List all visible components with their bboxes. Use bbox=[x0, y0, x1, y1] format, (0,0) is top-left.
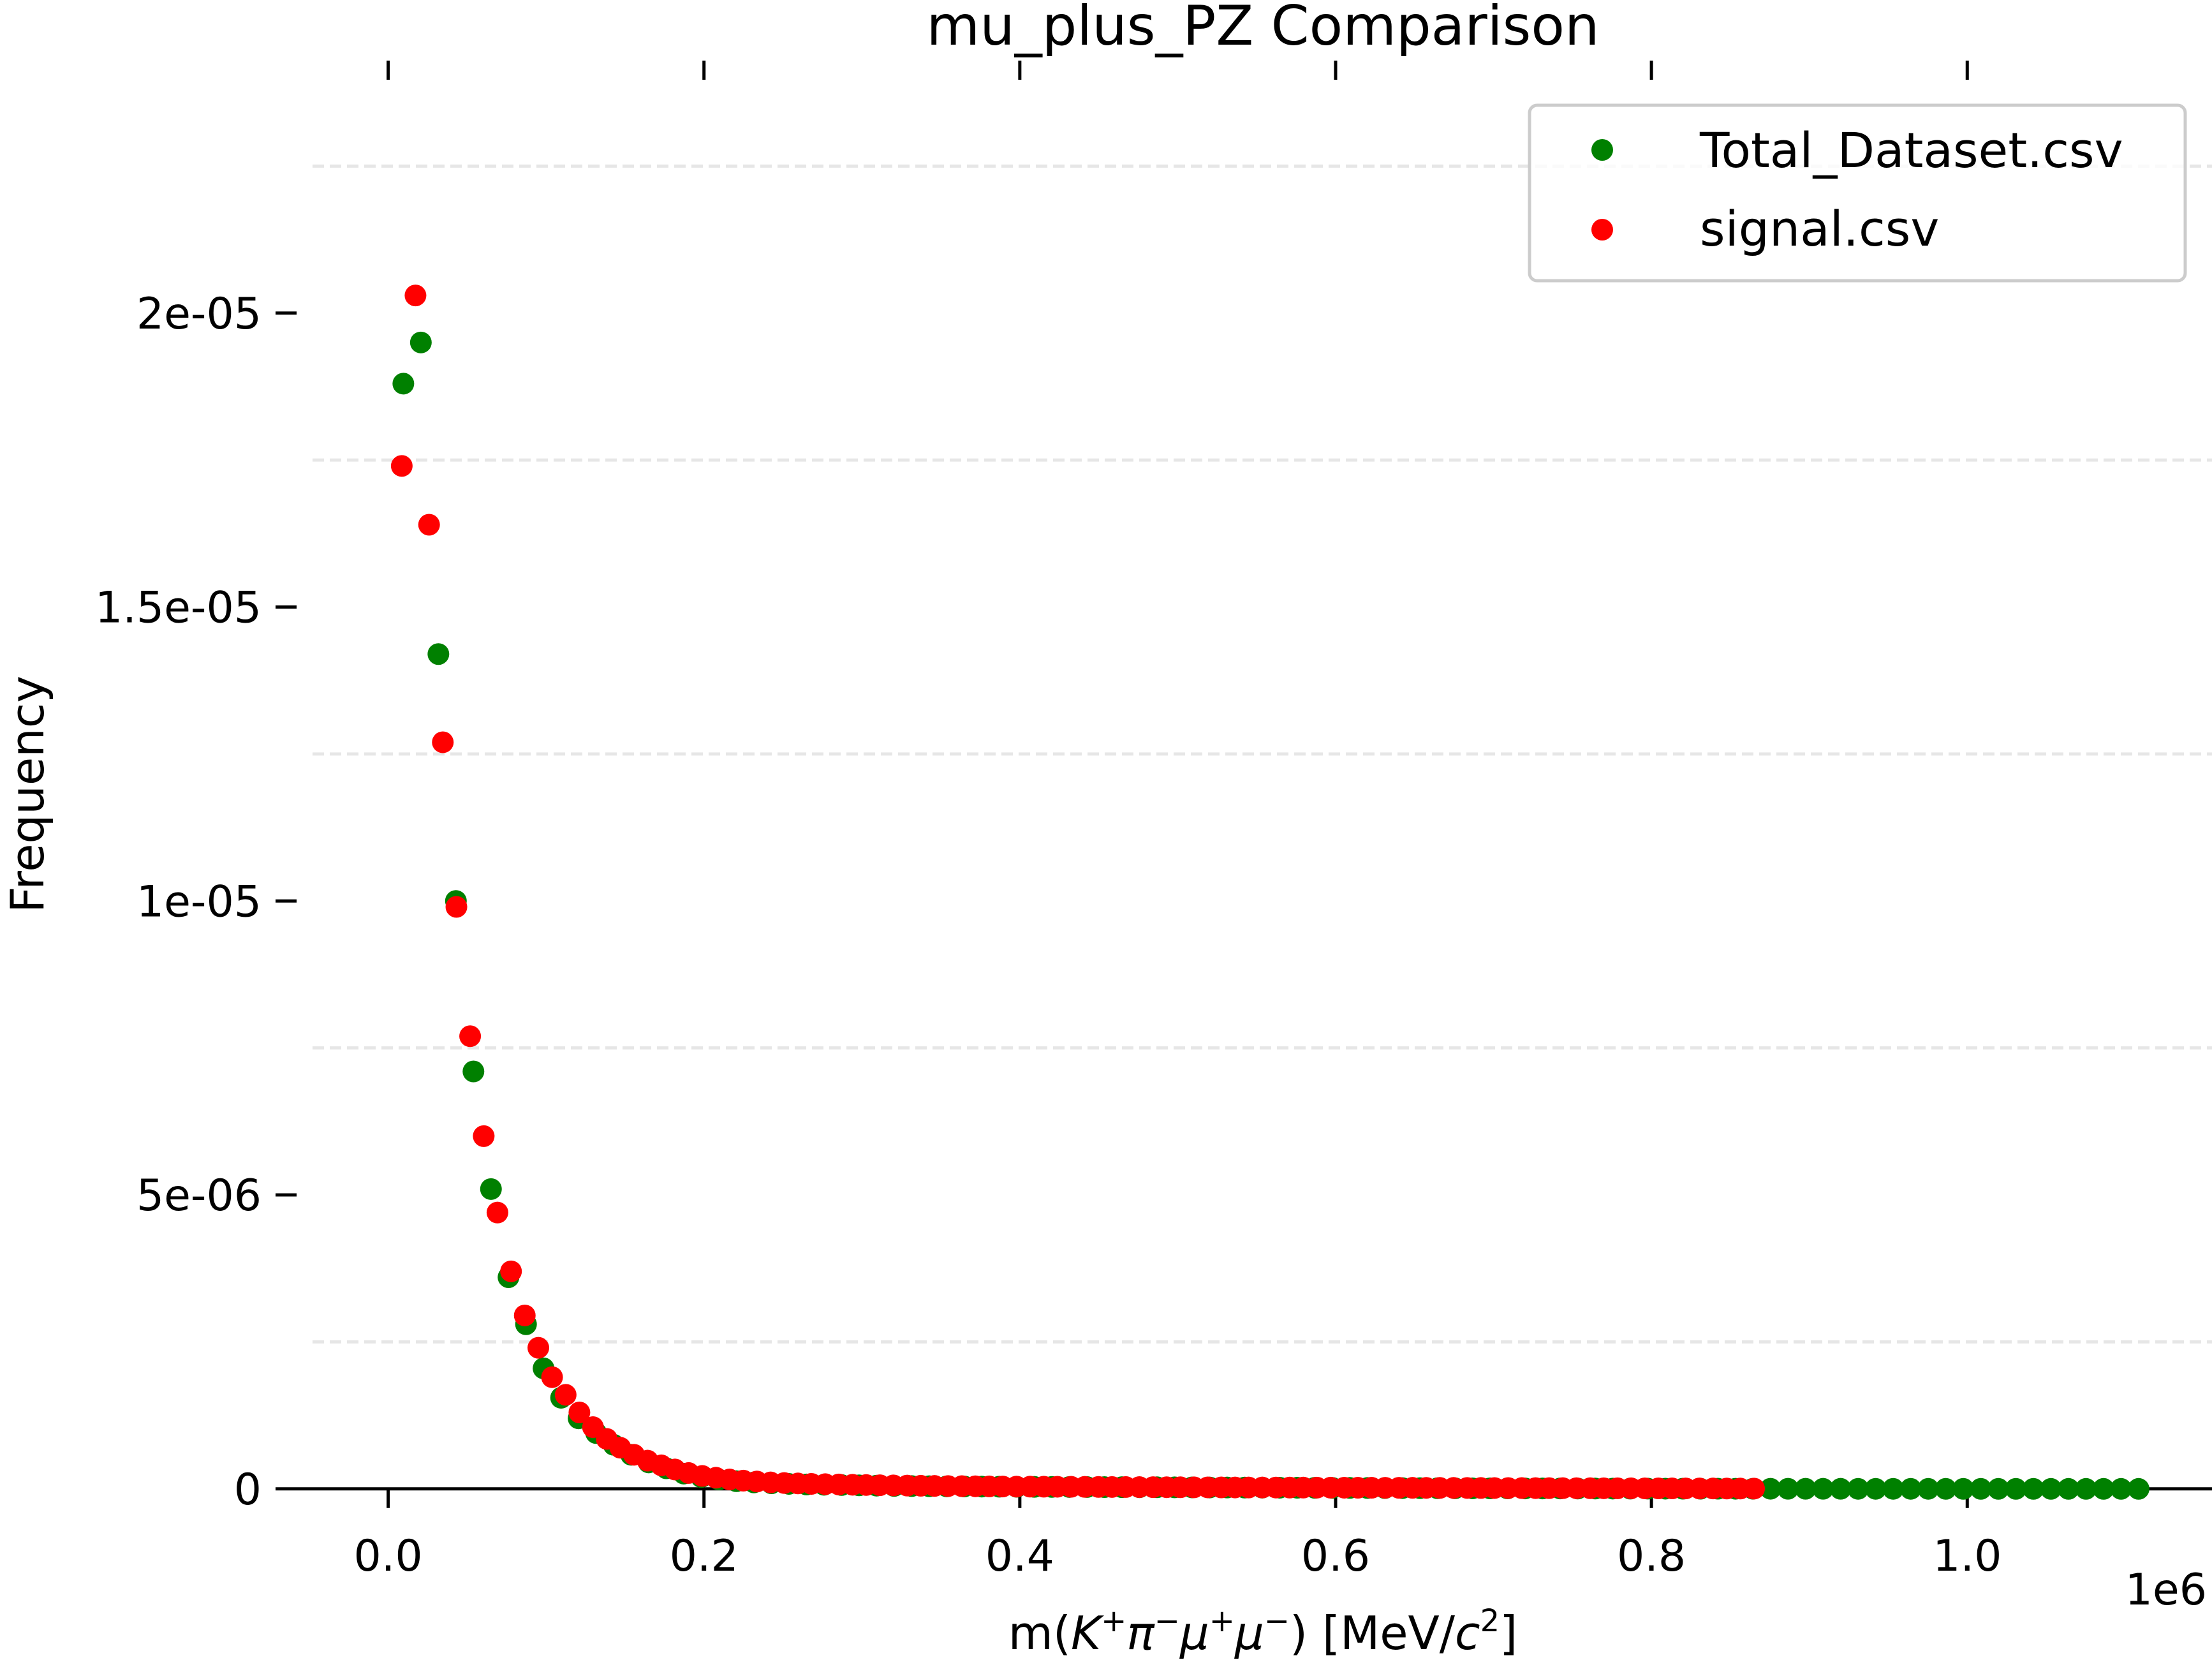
legend-box bbox=[1528, 103, 2187, 283]
data-point bbox=[462, 1060, 485, 1083]
series-1 bbox=[390, 285, 1766, 1500]
data-point bbox=[554, 1384, 577, 1406]
data-point bbox=[1847, 1478, 1869, 1500]
y-tick-label-3: 1.5e-05 bbox=[95, 583, 262, 633]
data-point bbox=[1829, 1478, 1852, 1500]
legend-marker-signal bbox=[1591, 219, 1613, 241]
data-point bbox=[486, 1201, 508, 1224]
data-point bbox=[480, 1178, 502, 1200]
data-point bbox=[1935, 1478, 1957, 1500]
data-point bbox=[473, 1125, 495, 1147]
x-tick-label-2: 0.4 bbox=[985, 1531, 1054, 1582]
y-axis-ticks: 0 5e-06 1e-05 1.5e-05 2e-05 bbox=[95, 289, 297, 1515]
data-point bbox=[1899, 1478, 1922, 1500]
x-tick-label-0: 0.0 bbox=[354, 1531, 423, 1582]
data-point bbox=[1987, 1478, 2010, 1500]
data-point bbox=[1794, 1478, 1817, 1500]
chart-title: mu_plus_PZ Comparison bbox=[926, 0, 1599, 58]
x-tick-label-3: 0.6 bbox=[1301, 1531, 1370, 1582]
y-axis-title: Frequency bbox=[1, 676, 54, 913]
data-point bbox=[392, 373, 415, 395]
data-point bbox=[1970, 1478, 1992, 1500]
data-point bbox=[1812, 1478, 1834, 1500]
data-point bbox=[1759, 1478, 1781, 1500]
y-tick-label-0: 0 bbox=[234, 1465, 262, 1515]
data-point bbox=[1777, 1478, 1799, 1500]
data-point bbox=[1952, 1478, 1975, 1500]
x-tick-label-4: 0.8 bbox=[1617, 1531, 1686, 1582]
data-point bbox=[1743, 1478, 1766, 1500]
data-point bbox=[527, 1337, 550, 1359]
data-points bbox=[390, 285, 2149, 1500]
x-tick-label-1: 0.2 bbox=[670, 1531, 739, 1582]
y-tick-label-2: 1e-05 bbox=[136, 877, 262, 927]
data-point bbox=[404, 285, 427, 307]
data-point bbox=[541, 1366, 563, 1388]
data-point bbox=[459, 1025, 482, 1048]
data-point bbox=[2075, 1478, 2097, 1500]
data-point bbox=[568, 1401, 591, 1423]
data-point bbox=[1882, 1478, 1905, 1500]
data-point bbox=[2023, 1478, 2045, 1500]
data-point bbox=[2005, 1478, 2027, 1500]
data-point bbox=[1864, 1478, 1887, 1500]
data-point bbox=[2057, 1478, 2079, 1500]
data-point bbox=[409, 331, 432, 353]
data-point bbox=[2127, 1478, 2149, 1500]
data-point bbox=[432, 731, 454, 753]
data-point bbox=[1917, 1478, 1940, 1500]
data-point bbox=[418, 514, 440, 536]
data-point bbox=[2092, 1478, 2114, 1500]
x-axis-offset-label: 1e6 bbox=[2125, 1565, 2207, 1615]
y-tick-label-4: 2e-05 bbox=[136, 289, 262, 339]
legend: Total_Dataset.csv signal.csv bbox=[1528, 103, 2187, 283]
series-0 bbox=[392, 331, 2149, 1500]
y-tick-label-1: 5e-06 bbox=[136, 1171, 262, 1221]
grid-lines bbox=[313, 164, 2212, 1344]
data-point bbox=[2040, 1478, 2062, 1500]
x-axis-title: m(K+π−μ+μ−) [MeV/c2] bbox=[1008, 1603, 1518, 1660]
data-point bbox=[500, 1260, 522, 1282]
legend-label-signal: signal.csv bbox=[1700, 200, 1939, 257]
data-point bbox=[390, 455, 413, 477]
legend-label-total-dataset: Total_Dataset.csv bbox=[1699, 122, 2123, 179]
data-point bbox=[513, 1304, 536, 1326]
legend-marker-total-dataset bbox=[1591, 139, 1613, 161]
x-tick-label-5: 1.0 bbox=[1933, 1531, 2002, 1582]
data-point bbox=[445, 896, 468, 918]
data-point bbox=[427, 643, 450, 665]
data-point bbox=[2110, 1478, 2132, 1500]
x-axis-ticks: 0.0 0.2 0.4 0.6 0.8 1.0 bbox=[354, 61, 2002, 1582]
